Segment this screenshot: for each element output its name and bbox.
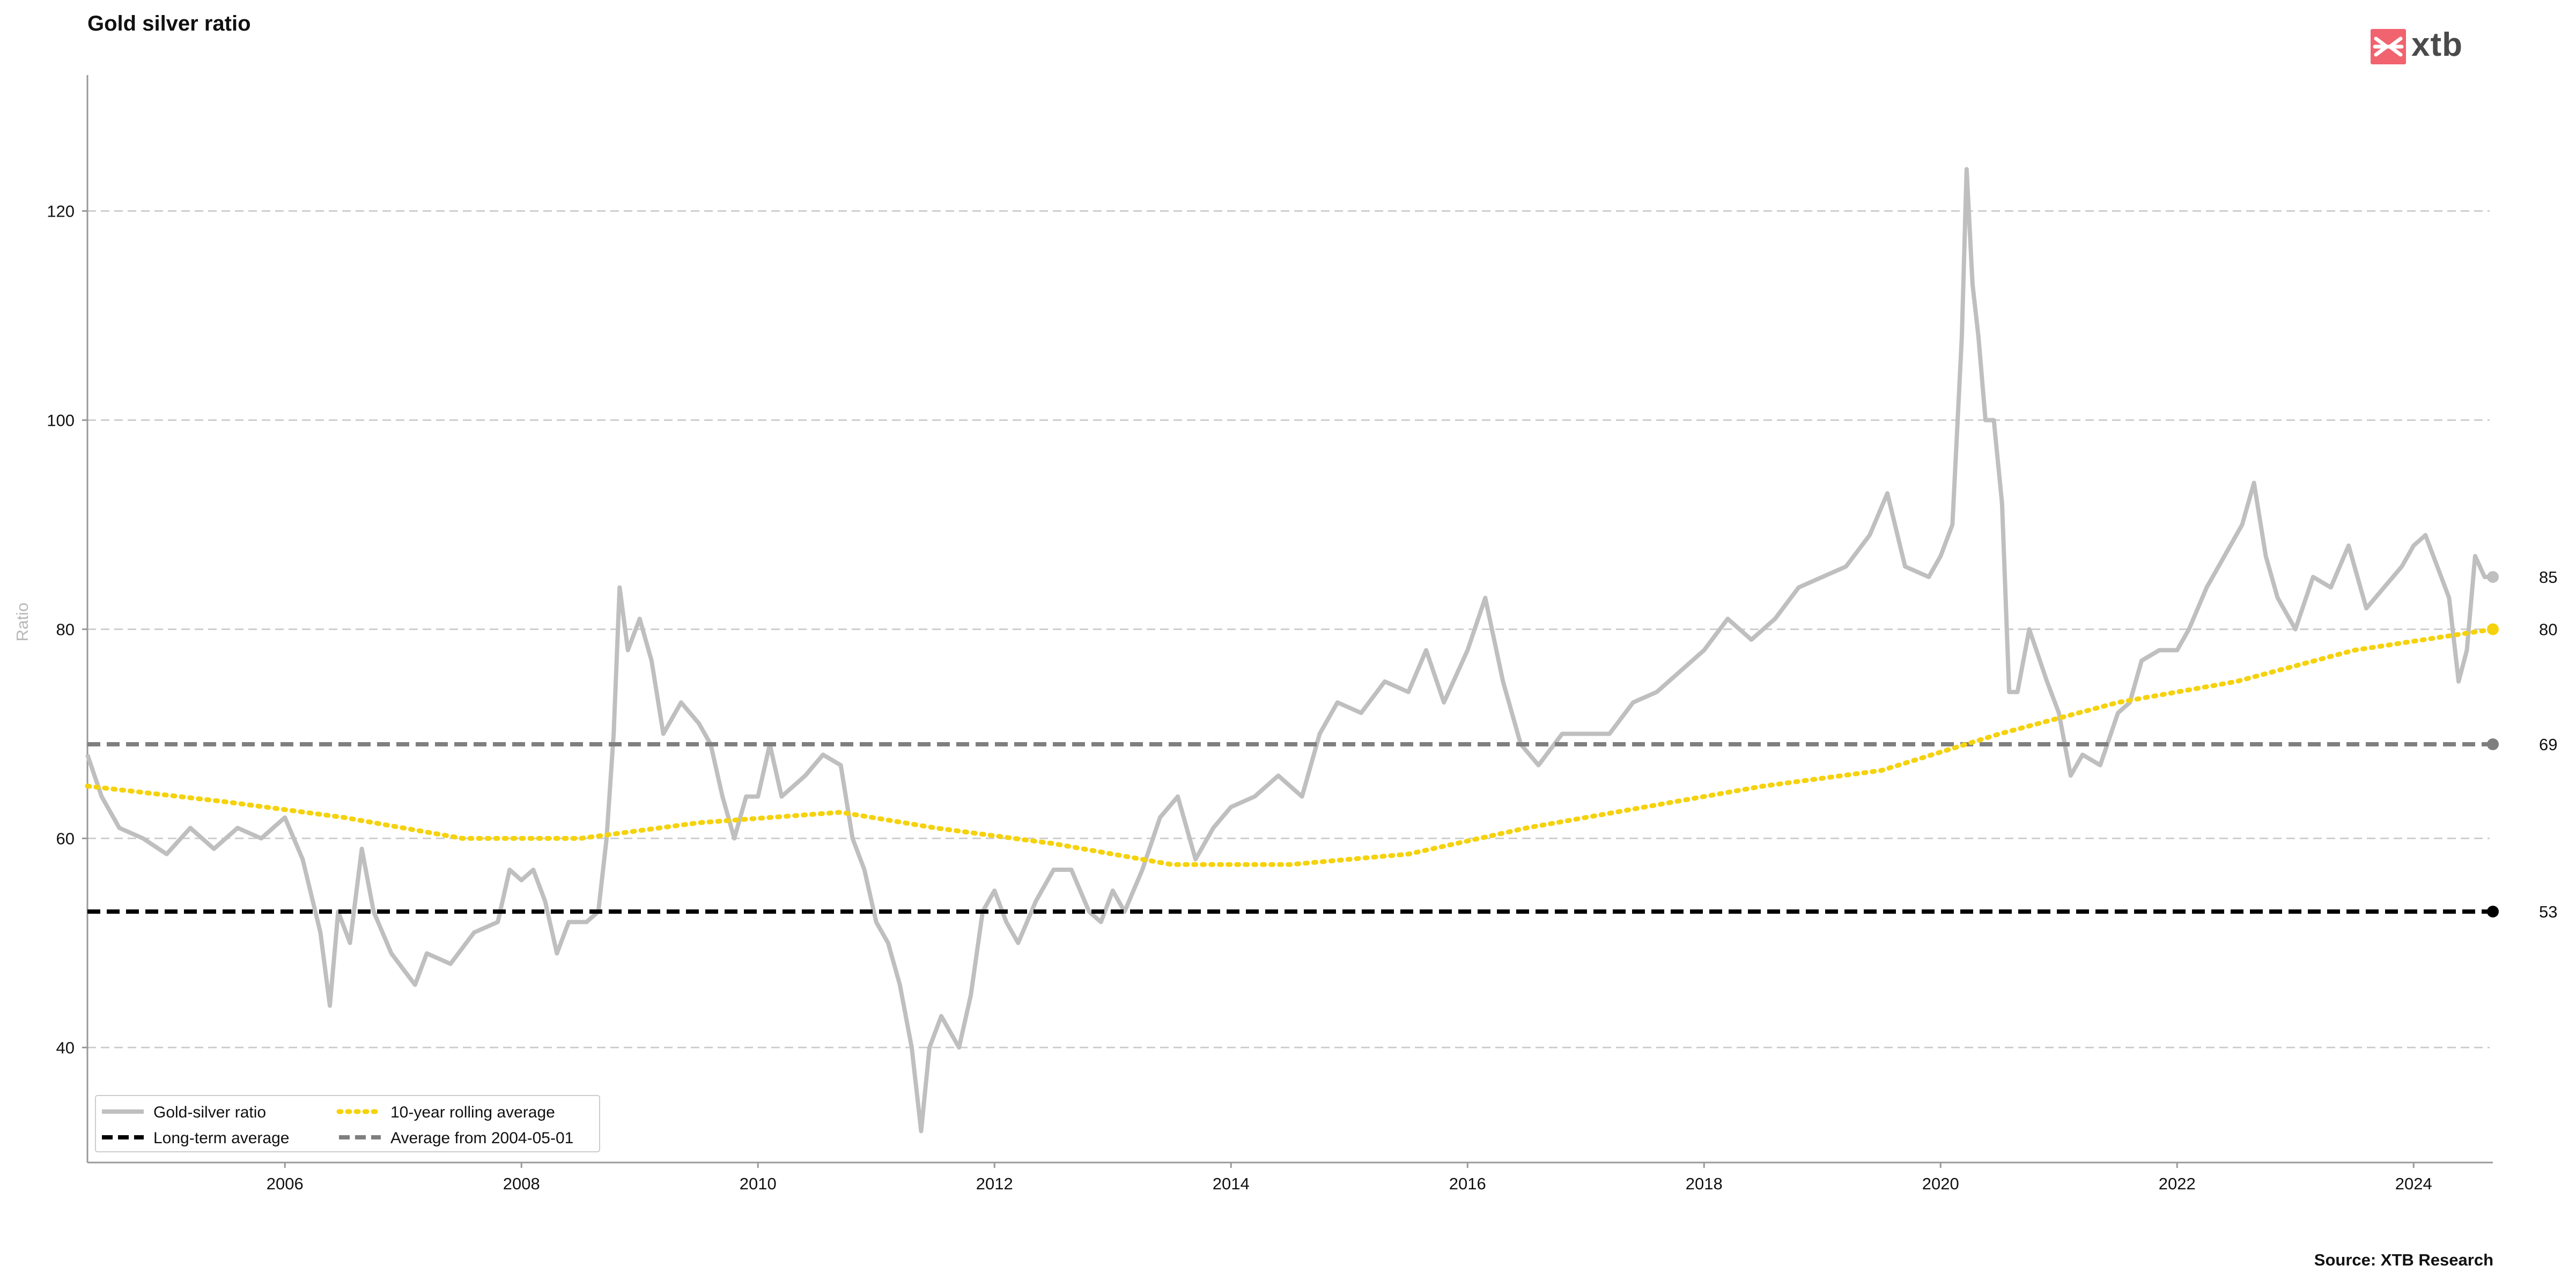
x-tick-label: 2018	[1686, 1174, 1723, 1193]
y-axis-label: Ratio	[13, 603, 32, 641]
legend-entry-label: Average from 2004-05-01	[390, 1129, 573, 1147]
legend-box	[95, 1095, 600, 1152]
xtb-logo-glyph-icon	[2373, 36, 2404, 57]
legend-entry-label: Long-term average	[153, 1129, 289, 1147]
xtb-logo-text: xtb	[2411, 26, 2463, 63]
series-end-dot	[2487, 738, 2499, 750]
x-tick-label: 2008	[503, 1174, 540, 1193]
legend: Gold-silver ratio 10-year rolling average…	[95, 1095, 600, 1152]
chart-title: Gold silver ratio	[87, 12, 251, 35]
series-end-label: 80	[2539, 620, 2557, 639]
x-tick-labels: 2006 2008 2010 2012 2014 2016 2018 2020 2022 2024	[267, 1163, 2432, 1193]
legend-entry-label: Gold-silver ratio	[153, 1104, 266, 1121]
y-tick-label: 100	[47, 411, 75, 430]
series-end-label: 85	[2539, 568, 2557, 587]
x-tick-label: 2010	[740, 1174, 777, 1193]
x-tick-label: 2014	[1213, 1174, 1250, 1193]
xtb-logo-mark-icon	[2371, 29, 2406, 64]
x-tick-label: 2020	[1922, 1174, 1959, 1193]
series-line	[85, 627, 2496, 867]
source-note: Source: XTB Research	[2314, 1250, 2493, 1269]
x-tick-label: 2022	[2159, 1174, 2196, 1193]
series-end-dot	[2487, 571, 2499, 583]
x-tick-label: 2024	[2395, 1174, 2432, 1193]
series-end-dot	[2487, 906, 2499, 917]
xtb-logo: xtb	[2371, 26, 2478, 65]
y-tick-label: 120	[47, 202, 75, 221]
series-end-label: 69	[2539, 735, 2557, 754]
grid-lines	[87, 210, 2490, 1048]
x-tick-label: 2016	[1449, 1174, 1486, 1193]
series-end-dot	[2487, 623, 2499, 635]
series-line	[85, 167, 2493, 1134]
series-layer	[85, 167, 2496, 1134]
y-tick-label: 80	[56, 620, 75, 639]
y-tick-labels: 40 60 80 100 120	[47, 202, 87, 1057]
end-markers: 85 69 53 80	[2487, 568, 2557, 921]
chart-axes	[86, 75, 2493, 1164]
y-tick-label: 40	[56, 1039, 75, 1057]
legend-entry-label: 10-year rolling average	[390, 1104, 555, 1121]
x-tick-label: 2006	[267, 1174, 304, 1193]
series-end-label: 53	[2539, 902, 2557, 921]
x-tick-label: 2012	[976, 1174, 1013, 1193]
y-tick-label: 60	[56, 830, 75, 848]
